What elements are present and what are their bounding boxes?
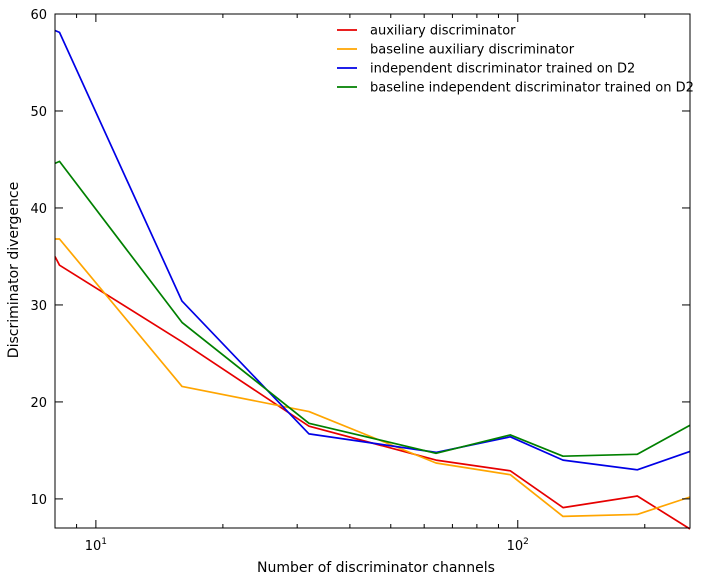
legend-label-1: auxiliary discriminator (370, 24, 516, 39)
plot-frame (54, 13, 691, 529)
y-tick-label: 50 (30, 105, 47, 120)
y-axis-title: Discriminator divergence (6, 182, 22, 358)
y-tick-label: 30 (30, 299, 47, 314)
y-tick-label: 40 (30, 202, 47, 217)
y-tick-label: 10 (30, 493, 47, 508)
x-tick-label: 102 (507, 537, 529, 554)
legend: auxiliary discriminator baseline auxiliar… (337, 24, 694, 96)
x-tick-label: 101 (85, 537, 107, 554)
legend-label-3: independent discriminator trained on D2 (370, 62, 635, 77)
series-line-3 (54, 29, 691, 471)
y-tick-label: 20 (30, 396, 47, 411)
series-line-1 (54, 256, 691, 530)
series-line-2 (55, 238, 691, 518)
series-line-4 (54, 160, 691, 458)
legend-label-2: baseline auxiliary discriminator (370, 43, 575, 58)
y-tick-label: 60 (30, 8, 47, 23)
plot-lines (54, 29, 691, 530)
legend-label-4: baseline independent discriminator train… (370, 81, 694, 96)
x-axis-title: Number of discriminator channels (257, 560, 495, 576)
